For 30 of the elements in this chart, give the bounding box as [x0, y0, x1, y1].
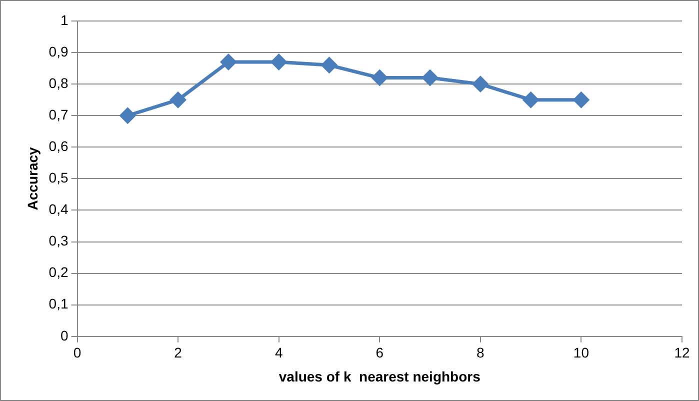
point [220, 54, 236, 70]
y-tick-label: 0,2 [48, 264, 68, 280]
point [120, 108, 136, 124]
x-tick-label: 2 [174, 344, 182, 361]
y-tick-label: 0,3 [48, 232, 68, 249]
point [321, 57, 337, 73]
y-tick-label: 0,5 [48, 170, 68, 186]
x-tick-label: 4 [274, 344, 283, 361]
x-tick-label: 0 [73, 344, 82, 361]
x-tick-label: 8 [476, 344, 485, 361]
y-axis-title: Accuracy [24, 146, 40, 210]
point [573, 92, 589, 108]
point [271, 54, 287, 70]
point [472, 76, 488, 92]
y-tick-label: 0,4 [48, 201, 68, 218]
point [372, 70, 388, 86]
point [523, 92, 539, 108]
y-tick-label: 0,8 [48, 74, 68, 91]
y-tick-label: 0 [60, 327, 68, 344]
x-tick-label: 12 [674, 344, 690, 361]
x-tick-label: 6 [376, 344, 384, 361]
y-tick-label: 0,1 [48, 296, 68, 312]
y-tick-label: 0,9 [48, 43, 68, 60]
x-axis-title: values of k nearest neighbors [278, 368, 481, 384]
y-tick-label: 0,6 [48, 138, 68, 154]
point [422, 70, 438, 86]
point [170, 92, 186, 108]
y-tick-label: 1 [60, 12, 68, 28]
y-tick-label: 0,7 [48, 106, 68, 122]
x-tick-label: 10 [573, 344, 590, 361]
